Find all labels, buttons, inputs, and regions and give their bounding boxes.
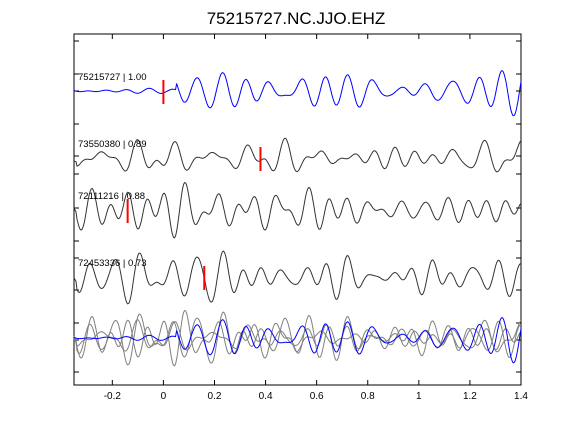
overlay-trace-line [73,317,522,353]
trace-label: 72453336 | 0.73 [78,258,147,269]
x-tick-label: 0.8 [361,391,375,402]
x-tick-label: 0.4 [259,391,273,402]
plot-frame [73,33,522,386]
x-tick-label: 0.2 [208,391,222,402]
trace-line [73,250,522,305]
chart-title: 75215727.NC.JJO.EHZ [207,9,386,28]
x-tick-label: 0 [161,391,167,402]
trace-label: 75215727 | 1.00 [78,72,147,83]
trace-label: 72111216 | 0.88 [78,191,145,202]
overlay-trace-line [73,317,522,364]
trace-label: 73550380 | 0.89 [78,139,147,150]
trace-line [73,181,522,239]
x-tick-label: 1 [416,391,422,402]
overlay-group [73,309,522,367]
x-tick-label: 1.4 [514,391,528,402]
x-axis-ticks: -0.2 0 0.2 0.4 0.6 0.8 1 1.2 1.4 [104,34,528,402]
trace-group: 75215727 | 1.00 73550380 | 0.89 72111216 |… [73,70,522,305]
x-tick-label: 1.2 [463,391,477,402]
x-tick-label: -0.2 [104,391,122,402]
trace-line [73,70,522,117]
overlay-trace-line [73,311,522,366]
overlay-trace-line [73,309,522,367]
trace-line [73,137,522,173]
x-tick-label: 0.6 [310,391,324,402]
axes [73,33,522,386]
